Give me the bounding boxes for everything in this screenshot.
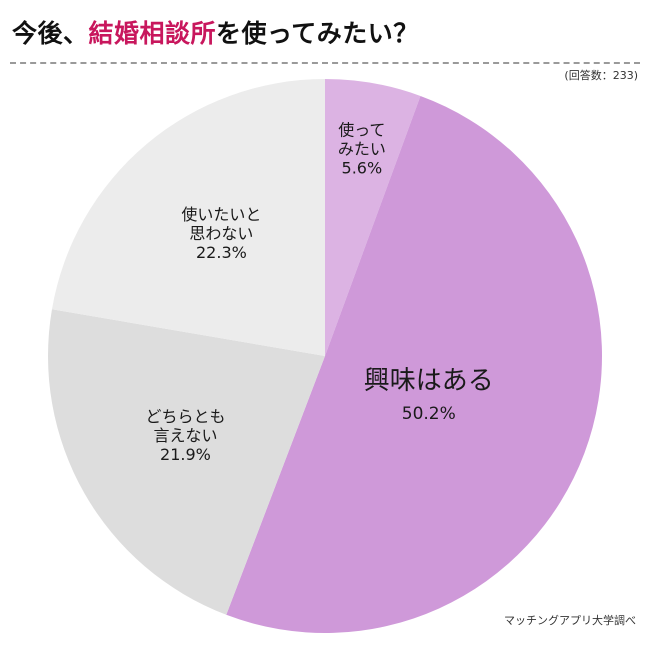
slice-category-label: どちらとも	[145, 407, 225, 426]
slice-category-label: みたい	[338, 139, 386, 158]
slice-value-label: 22.3%	[196, 243, 247, 262]
chart-title: 今後、結婚相談所を使ってみたい？	[12, 14, 419, 50]
slice-category-label: 思わない	[189, 224, 253, 243]
pie-slice-1	[226, 95, 602, 633]
slice-category-label: 使いたいと	[181, 205, 261, 224]
slice-category-label: 興味はある	[364, 366, 494, 396]
title-divider	[10, 62, 640, 64]
slice-value-label: 21.9%	[160, 445, 211, 464]
respondent-count: (回答数：233)	[564, 69, 638, 82]
slice-value-label: 50.2%	[402, 404, 456, 424]
slice-label-1: 興味はある 50.2%	[364, 366, 494, 424]
slice-category-label: 使って	[338, 120, 385, 139]
source-credit: マッチングアプリ大学調べ	[504, 614, 636, 627]
slice-category-label: 言えない	[153, 426, 217, 445]
slice-value-label: 5.6%	[342, 158, 383, 177]
slice-label-2: どちらとも言えない 21.9%	[145, 407, 225, 464]
title-suffix: を使ってみたい？	[216, 19, 419, 48]
slice-label-3: 使いたいと思わない 22.3%	[181, 205, 261, 262]
pie-slice-3	[51, 79, 326, 356]
pie-slice-2	[48, 309, 325, 615]
title-prefix: 今後、	[12, 19, 89, 48]
title-highlight: 結婚相談所	[88, 19, 217, 48]
slice-label-0: 使ってみたい 5.6%	[338, 120, 386, 177]
pie-slice-0	[325, 79, 421, 356]
